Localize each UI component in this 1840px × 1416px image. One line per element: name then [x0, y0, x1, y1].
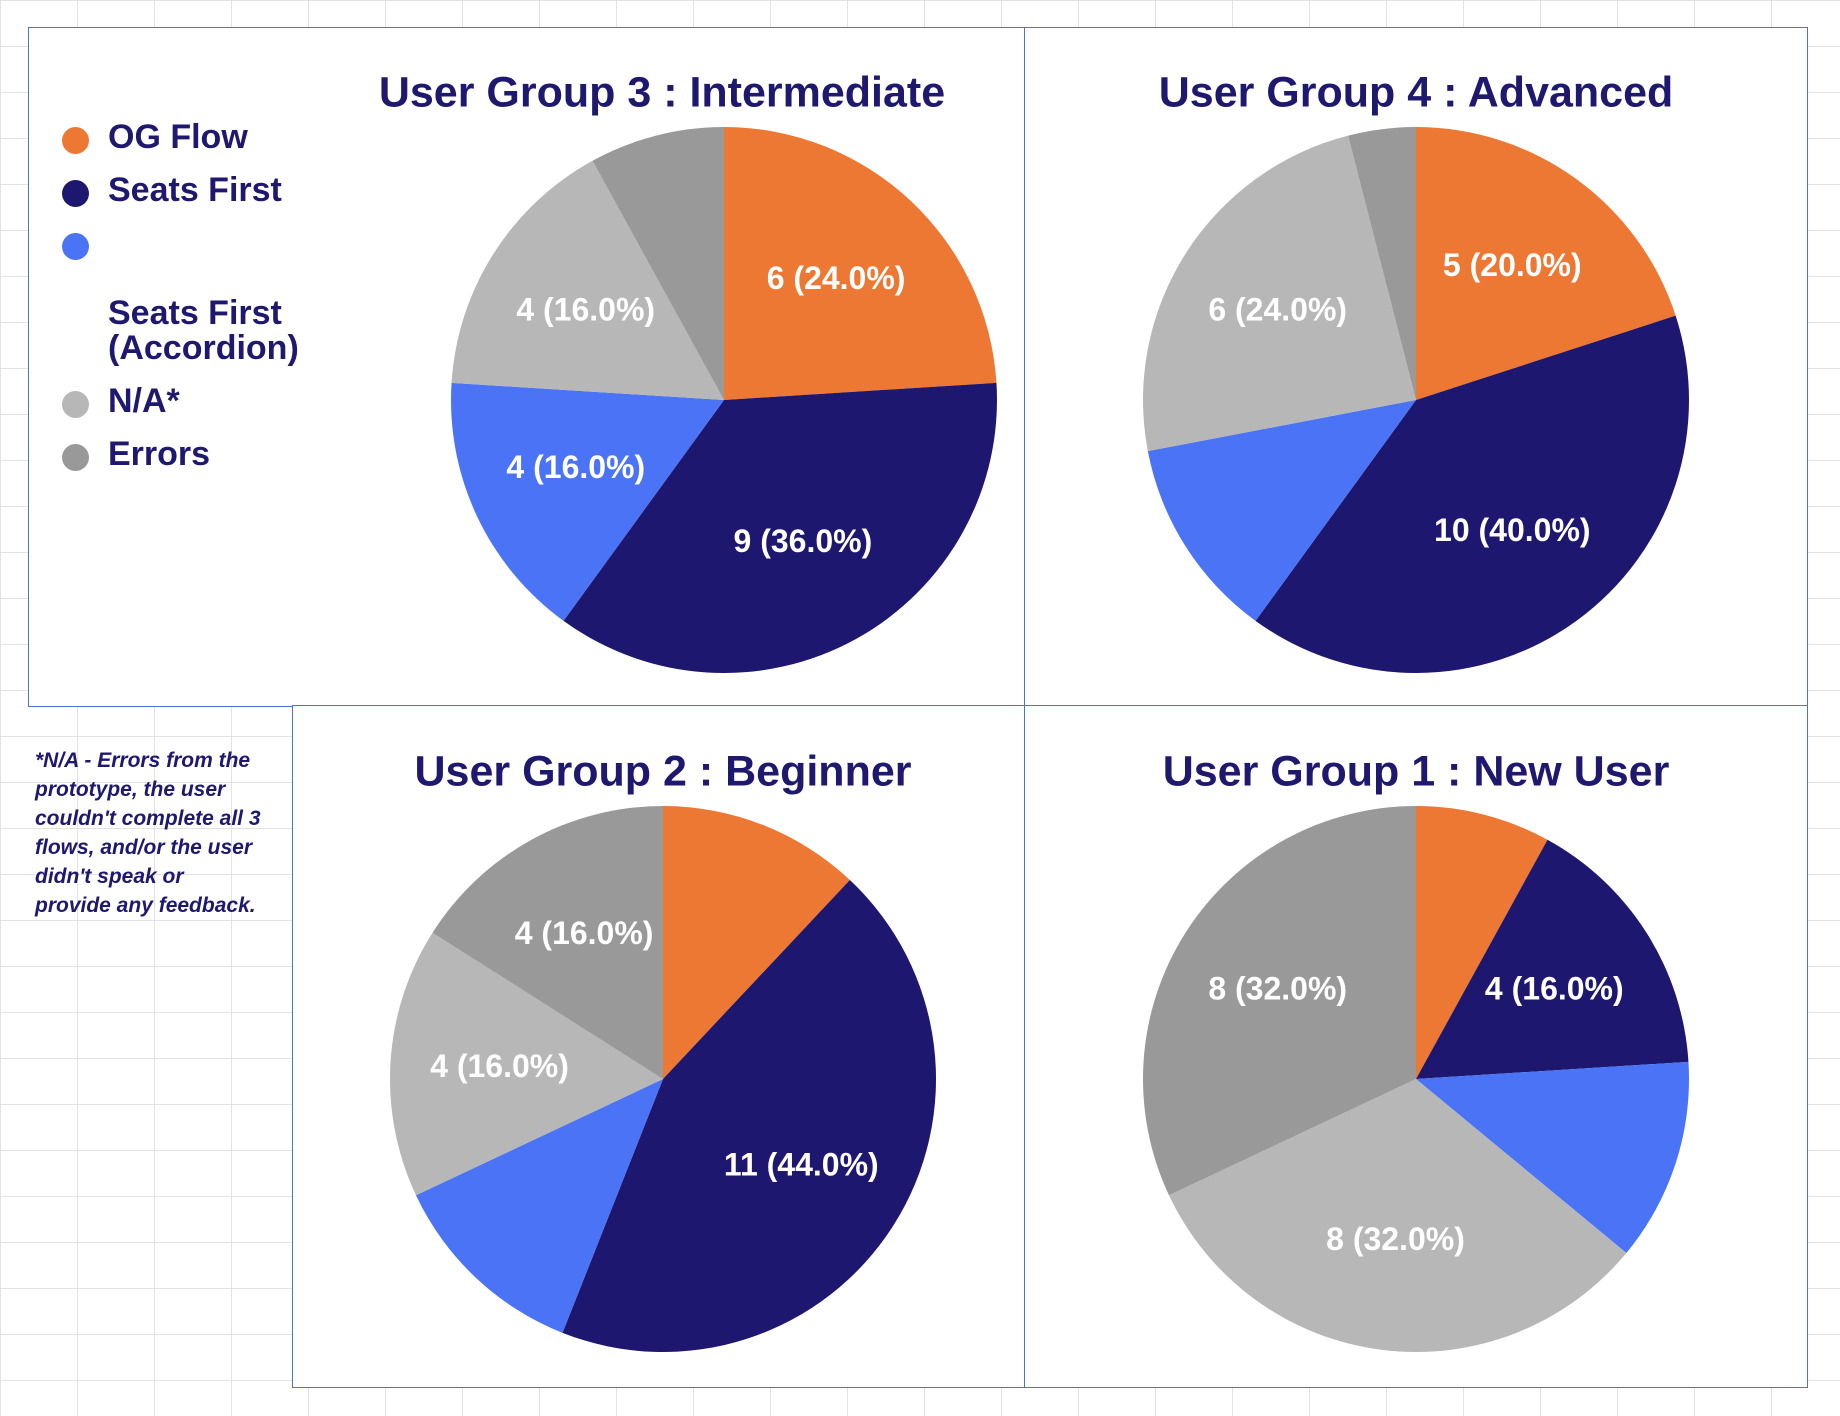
legend-item-na: N/A* [60, 384, 299, 419]
data-label-n-a: 8 (32.0%) [1326, 1221, 1465, 1257]
legend-item-seats-first-accordion: Seats First (Accordion) [60, 226, 299, 366]
pie-slice-seats-first-accordion [451, 382, 724, 621]
pie-slice-og-flow [724, 127, 997, 400]
legend-swatch [62, 127, 89, 154]
pie-slice-errors [592, 127, 724, 400]
legend-label: Errors [108, 435, 211, 473]
legend-swatch [62, 391, 89, 418]
data-label-seats-first-accordion: 4 (16.0%) [506, 449, 645, 485]
data-label-n-a: 4 (16.0%) [430, 1048, 569, 1084]
pie-slice-n-a [451, 160, 724, 400]
legend-item-og-flow: OG Flow [60, 120, 299, 155]
legend-label: Seats First [108, 171, 282, 209]
data-label-errors: 4 (16.0%) [515, 915, 654, 951]
chart-title: User Group 1 : New User [1163, 747, 1670, 795]
pie-chart-group-4: User Group 4 : Advanced 5 (20.0%) 10 (40.0… [1143, 68, 1690, 674]
pie-slice-seats-first [1255, 315, 1690, 674]
data-label-og-flow: 6 (24.0%) [767, 260, 906, 296]
legend: OG Flow Seats First Seats First (Accordi… [60, 120, 299, 490]
legend-label: OG Flow [108, 118, 248, 156]
data-label-seats-first: 9 (36.0%) [734, 523, 873, 559]
pie-slice-n-a [1168, 1079, 1627, 1353]
legend-item-seats-first: Seats First [60, 173, 299, 208]
pie-slice-seats-first [1416, 839, 1689, 1079]
data-label-og-flow: 5 (20.0%) [1443, 247, 1582, 283]
legend-swatch [62, 233, 89, 260]
pie-slice-errors [1142, 805, 1416, 1196]
pie-chart-group-3: User Group 3 : Intermediate 6 (24.0%) 9 (3… [379, 68, 997, 674]
pie-slice-seats-first-accordion [1416, 1061, 1689, 1254]
legend-label: Seats First (Accordion) [108, 294, 299, 367]
pie-slice-og-flow [1416, 127, 1676, 400]
legend-label: N/A* [108, 382, 180, 420]
legend-item-errors: Errors [60, 437, 299, 472]
data-label-seats-first: 11 (44.0%) [724, 1146, 879, 1182]
pie-slice-seats-first [563, 382, 997, 674]
pie-slice-seats-first-accordion [415, 1079, 663, 1333]
data-label-seats-first: 4 (16.0%) [1485, 971, 1624, 1007]
pie-slice-n-a [1143, 135, 1416, 452]
pie-chart-group-1: User Group 1 : New User 4 (16.0%) 8 (32.0%… [1142, 747, 1689, 1353]
pie-slice-errors [432, 806, 663, 1079]
data-label-errors: 8 (32.0%) [1208, 971, 1347, 1007]
pie-chart-group-2: User Group 2 : Beginner 11 (44.0%) 4 (16.0… [389, 747, 937, 1353]
chart-title: User Group 3 : Intermediate [379, 68, 945, 116]
pie-slice-og-flow [1416, 806, 1548, 1079]
pie-slice-seats-first [562, 879, 937, 1353]
data-label-n-a: 6 (24.0%) [1208, 292, 1347, 328]
pie-slice-n-a [389, 932, 663, 1196]
pie-slice-og-flow [663, 806, 850, 1079]
data-label-seats-first: 10 (40.0%) [1434, 512, 1591, 548]
pie-slice-errors [1348, 127, 1416, 400]
chart-title: User Group 2 : Beginner [415, 747, 912, 795]
legend-swatch [62, 180, 89, 207]
data-label-n-a: 4 (16.0%) [516, 292, 655, 328]
legend-swatch [62, 444, 89, 471]
footnote: *N/A - Errors from the prototype, the us… [35, 749, 261, 917]
chart-title: User Group 4 : Advanced [1159, 68, 1674, 116]
pie-slice-seats-first-accordion [1147, 400, 1416, 621]
